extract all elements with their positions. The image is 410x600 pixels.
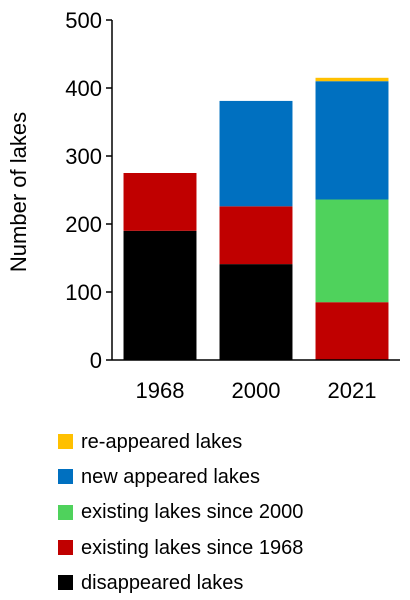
y-tick-label: 300 [65,144,102,169]
bar-segment [315,81,389,200]
legend-label: existing lakes since 1968 [81,536,304,559]
bars [123,77,389,360]
legend-swatch [58,504,73,520]
legend-item: existing lakes since 2000 [58,495,303,530]
bar-segment [315,302,389,360]
legend-item: new appeared lakes [58,459,303,494]
bar-segment [123,173,197,231]
legend-item: re-appeared lakes [58,424,303,459]
legend-label: existing lakes since 2000 [81,501,304,524]
bar-segment [123,230,197,360]
y-tick-label: 100 [65,280,102,305]
bar-segment [315,77,389,82]
y-tick-label: 200 [65,212,102,237]
legend-swatch [58,469,73,485]
legend: re-appeared lakes new appeared lakes exist… [58,424,303,600]
legend-swatch [58,434,73,450]
lake-count-chart: 0 100 200 300 400 500 1968 2000 2021 Number of … [6,8,400,403]
y-tick-label: 400 [65,76,102,101]
legend-item: disappeared lakes [58,565,303,600]
bar-segment [219,100,293,207]
x-tick-label: 1968 [136,378,185,403]
legend-swatch [58,575,73,591]
legend-swatch [58,540,73,556]
y-axis: 0 100 200 300 400 500 [65,8,113,373]
y-axis-title: Number of lakes [6,112,31,272]
legend-label: new appeared lakes [81,465,261,488]
x-axis: 1968 2000 2021 [112,359,400,403]
legend-item: existing lakes since 1968 [58,530,303,565]
y-tick-label: 0 [90,348,102,373]
y-tick-label: 500 [65,8,102,33]
legend-label: disappeared lakes [81,571,244,594]
x-tick-label: 2000 [232,378,281,403]
bar-segment [219,206,293,265]
legend-label: re-appeared lakes [81,430,243,453]
bar-segment [219,264,293,360]
x-tick-label: 2021 [328,378,377,403]
bar-segment [315,199,389,303]
